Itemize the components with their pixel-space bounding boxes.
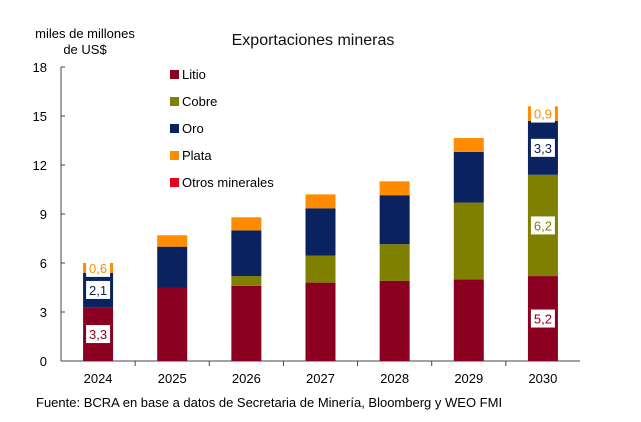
data-label-box xyxy=(530,104,555,123)
data-label: 2,1 xyxy=(89,283,107,298)
legend-swatch xyxy=(170,151,179,160)
y-tick-label: 9 xyxy=(40,207,47,222)
data-label-box xyxy=(86,258,111,277)
bar-segment-plata xyxy=(231,217,262,231)
data-label: 3,3 xyxy=(89,327,107,342)
bar-segment-plata xyxy=(157,235,188,247)
source-note: Fuente: BCRA en base a datos de Secretar… xyxy=(36,395,502,410)
y-tick-label: 6 xyxy=(40,256,47,271)
x-tick-label: 2028 xyxy=(380,371,409,386)
x-tick-label: 2029 xyxy=(454,371,483,386)
legend-label: Litio xyxy=(182,67,206,82)
legend-swatch xyxy=(170,70,179,79)
x-tick-label: 2024 xyxy=(84,371,113,386)
y-axis-label-line1: miles de millones xyxy=(35,26,135,41)
bar-segment-litio xyxy=(231,285,262,361)
bar-segment-plata xyxy=(453,138,484,152)
bar-segment-litio xyxy=(379,280,410,361)
legend-swatch xyxy=(170,97,179,106)
bar-segment-oro xyxy=(379,195,410,245)
data-label: 6,2 xyxy=(534,218,552,233)
bar-segment-litio xyxy=(305,282,336,361)
data-label-box xyxy=(530,138,555,157)
data-label-box xyxy=(530,309,555,328)
data-label: 3,3 xyxy=(534,141,552,156)
bar-segment-plata xyxy=(305,194,336,209)
bar-segment-cobre xyxy=(453,202,484,280)
data-label: 0,9 xyxy=(534,107,552,122)
bar-segment-cobre xyxy=(231,276,262,286)
legend-label: Cobre xyxy=(182,94,217,109)
y-tick-label: 18 xyxy=(33,60,47,75)
bar-segment-cobre xyxy=(305,255,336,283)
bar-segment-plata xyxy=(379,181,410,196)
legend-label: Plata xyxy=(182,148,212,163)
data-label-box xyxy=(86,280,111,299)
bar-segment-litio xyxy=(453,279,484,361)
legend-label: Otros minerales xyxy=(182,175,274,190)
y-tick-label: 3 xyxy=(40,305,47,320)
data-label-box xyxy=(530,216,555,235)
chart-title: Exportaciones mineras xyxy=(232,32,395,49)
bar-segment-litio xyxy=(157,287,188,361)
data-label: 5,2 xyxy=(534,312,552,327)
bar-segment-oro xyxy=(305,208,336,256)
x-tick-label: 2027 xyxy=(306,371,335,386)
data-label: 0,6 xyxy=(89,261,107,276)
y-tick-label: 0 xyxy=(40,354,47,369)
x-tick-label: 2030 xyxy=(528,371,557,386)
x-tick-label: 2026 xyxy=(232,371,261,386)
bar-segment-cobre xyxy=(379,244,410,281)
data-label-box xyxy=(86,325,111,344)
legend-swatch xyxy=(170,124,179,133)
y-tick-label: 15 xyxy=(33,109,47,124)
y-tick-label: 12 xyxy=(33,158,47,173)
bar-segment-oro xyxy=(157,246,188,288)
legend-label: Oro xyxy=(182,121,204,136)
bar-segment-oro xyxy=(453,151,484,203)
bar-segment-oro xyxy=(231,230,262,277)
legend-swatch xyxy=(170,178,179,187)
x-tick-label: 2025 xyxy=(158,371,187,386)
y-axis-label-line2: de US$ xyxy=(63,42,107,57)
